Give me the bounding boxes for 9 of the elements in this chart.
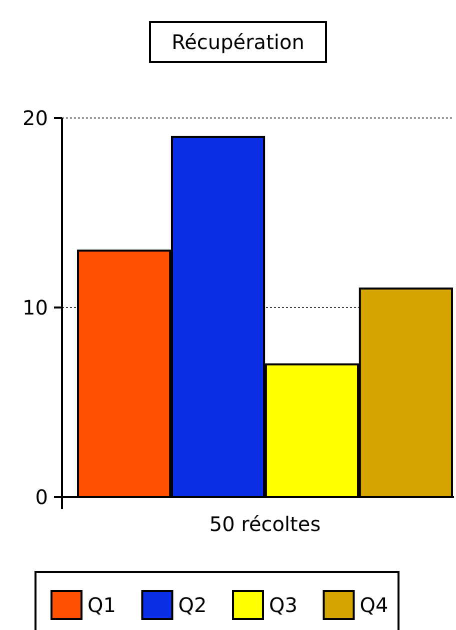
x-axis-title: 50 récoltes xyxy=(209,512,321,536)
y-tick-label: 0 xyxy=(35,485,48,509)
legend-label: Q3 xyxy=(269,593,298,617)
y-tick-label: 20 xyxy=(22,106,48,130)
legend-label: Q2 xyxy=(178,593,207,617)
legend-label: Q4 xyxy=(360,593,388,617)
legend-label: Q1 xyxy=(88,593,116,617)
y-tick-label: 10 xyxy=(22,296,48,320)
chart-title: Récupération xyxy=(172,30,304,54)
